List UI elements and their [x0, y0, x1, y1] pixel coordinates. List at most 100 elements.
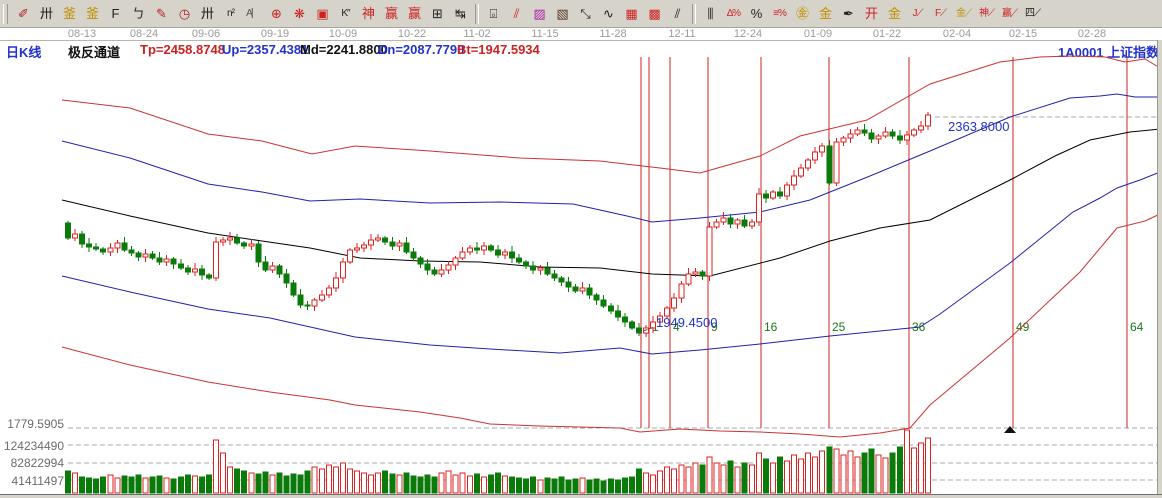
- value-md: Md=2241.8800: [300, 42, 388, 57]
- volume-bar: [791, 454, 797, 494]
- ink-pen-icon[interactable]: ✒: [843, 6, 854, 21]
- pen-edit-icon[interactable]: ✎: [156, 6, 167, 21]
- star-burst-icon[interactable]: ❋: [294, 6, 305, 21]
- window-right-edge: [1157, 40, 1162, 494]
- candle-body: [509, 251, 516, 259]
- volume-bar: [769, 462, 776, 494]
- draw-pen-icon[interactable]: ✐: [18, 6, 29, 21]
- volume-bar: [727, 460, 734, 494]
- date-tick: 11-15: [531, 28, 559, 40]
- volume-bar: [502, 475, 508, 494]
- f-angle-icon[interactable]: F⟋: [934, 7, 947, 19]
- grid-comb-icon[interactable]: 卅: [39, 6, 53, 21]
- lower-blue-line: [61, 171, 1161, 355]
- f-grid-icon[interactable]: F: [111, 6, 120, 21]
- candle-body: [840, 137, 847, 143]
- j-angle-icon[interactable]: J⟋: [912, 7, 924, 19]
- candle-body: [910, 129, 917, 136]
- volume-bar: [572, 478, 579, 494]
- candle-body: [283, 273, 290, 284]
- volume-bar: [713, 462, 720, 494]
- volume-bar: [544, 477, 551, 494]
- five-grid-icon[interactable]: ㄅ: [131, 6, 145, 21]
- si-angle-icon[interactable]: 四⟋: [1025, 7, 1041, 19]
- ying-grid-icon[interactable]: 赢: [384, 6, 398, 21]
- trend-arrow-icon[interactable]: ⤡: [580, 6, 591, 21]
- gold-box-icon[interactable]: 釜: [62, 6, 76, 21]
- ying-icon[interactable]: 赢: [407, 6, 421, 21]
- volume-tick-3: 41411497: [11, 474, 65, 488]
- shen-grid-icon[interactable]: 神: [361, 6, 375, 21]
- candle-body: [917, 125, 924, 131]
- volume-bar: [551, 478, 558, 494]
- parallel-lines-icon[interactable]: ⫽: [674, 6, 681, 21]
- target-circle-icon[interactable]: ⊕: [271, 6, 282, 21]
- volume-bar: [220, 452, 227, 494]
- candle-body: [657, 315, 664, 323]
- pattern-box-icon[interactable]: ▨: [533, 6, 546, 21]
- volume-bar: [537, 479, 544, 494]
- pattern-box-dark-icon[interactable]: ▧: [556, 6, 569, 21]
- gold-lines-icon[interactable]: 金: [818, 6, 832, 21]
- candle-body: [868, 132, 875, 140]
- grid-target-icon[interactable]: ▣: [316, 6, 329, 21]
- volume-bar: [72, 472, 78, 494]
- fib-retrace-icon[interactable]: ≡%: [773, 7, 787, 19]
- percent-icon[interactable]: %: [750, 6, 763, 21]
- gann-fan-icon[interactable]: ⫽: [513, 6, 520, 21]
- candle-body: [177, 263, 184, 269]
- candle-body: [593, 294, 600, 301]
- candle-body: [170, 258, 177, 265]
- candle-body: [614, 310, 621, 318]
- volume-bar: [459, 472, 466, 494]
- candle-body: [220, 239, 227, 243]
- measure-width-icon[interactable]: ↹: [455, 6, 466, 21]
- volume-bar: [671, 468, 678, 494]
- percent-line-icon[interactable]: ∆%: [726, 7, 741, 19]
- candle-body: [410, 251, 417, 259]
- volume-bar: [93, 478, 100, 494]
- grid-123-icon[interactable]: ⊞: [432, 6, 443, 21]
- kline-quote-icon[interactable]: K″: [341, 7, 350, 19]
- candle-body: [142, 253, 149, 258]
- date-tick: 02-15: [1008, 28, 1038, 40]
- a-ruler-icon[interactable]: A⎸: [246, 7, 262, 19]
- candle-body: [826, 145, 833, 184]
- time-square-label: 16: [764, 320, 778, 334]
- toolbar-grip[interactable]: [3, 3, 8, 24]
- volume-bars-icon[interactable]: ⫼: [707, 6, 714, 21]
- volume-bar: [516, 477, 523, 494]
- candle-body: [114, 242, 121, 249]
- gold-coin-icon[interactable]: ㊎: [795, 6, 809, 21]
- gold-angle-icon[interactable]: 金⟋: [956, 7, 972, 19]
- gann-grid-icon[interactable]: ▦: [625, 6, 638, 21]
- price-floor-label: 1779.5905: [7, 417, 64, 431]
- candle-body: [854, 129, 861, 135]
- board-line-icon[interactable]: ⌻: [489, 6, 498, 21]
- candle-body: [276, 265, 283, 275]
- volume-bar: [579, 477, 586, 494]
- gold-box2-icon[interactable]: 釜: [85, 6, 99, 21]
- volume-bar: [636, 468, 642, 494]
- ying-angle-icon[interactable]: 赢⟋: [1002, 7, 1018, 19]
- volume-bar: [290, 473, 297, 494]
- clock-icon[interactable]: ◷: [178, 6, 191, 21]
- wave-icon[interactable]: ∿: [603, 6, 614, 21]
- volume-bar: [523, 478, 530, 494]
- n-squared-icon[interactable]: n²: [227, 7, 235, 19]
- date-tick: 10-09: [328, 28, 358, 40]
- candle-body: [579, 287, 586, 292]
- frame-icon[interactable]: 开: [864, 6, 878, 21]
- grid-comb2-icon[interactable]: 卅: [200, 6, 214, 21]
- candle-body: [720, 217, 727, 223]
- volume-bar: [142, 477, 149, 494]
- gold-underline-icon[interactable]: 金: [887, 6, 901, 21]
- candle-body: [678, 283, 685, 299]
- volume-bar: [262, 471, 269, 494]
- gann-box-icon[interactable]: ▩: [648, 6, 661, 21]
- shen-angle-icon[interactable]: 神⟋: [979, 7, 995, 19]
- candle-body: [671, 297, 678, 309]
- date-tick: 09-19: [260, 28, 290, 40]
